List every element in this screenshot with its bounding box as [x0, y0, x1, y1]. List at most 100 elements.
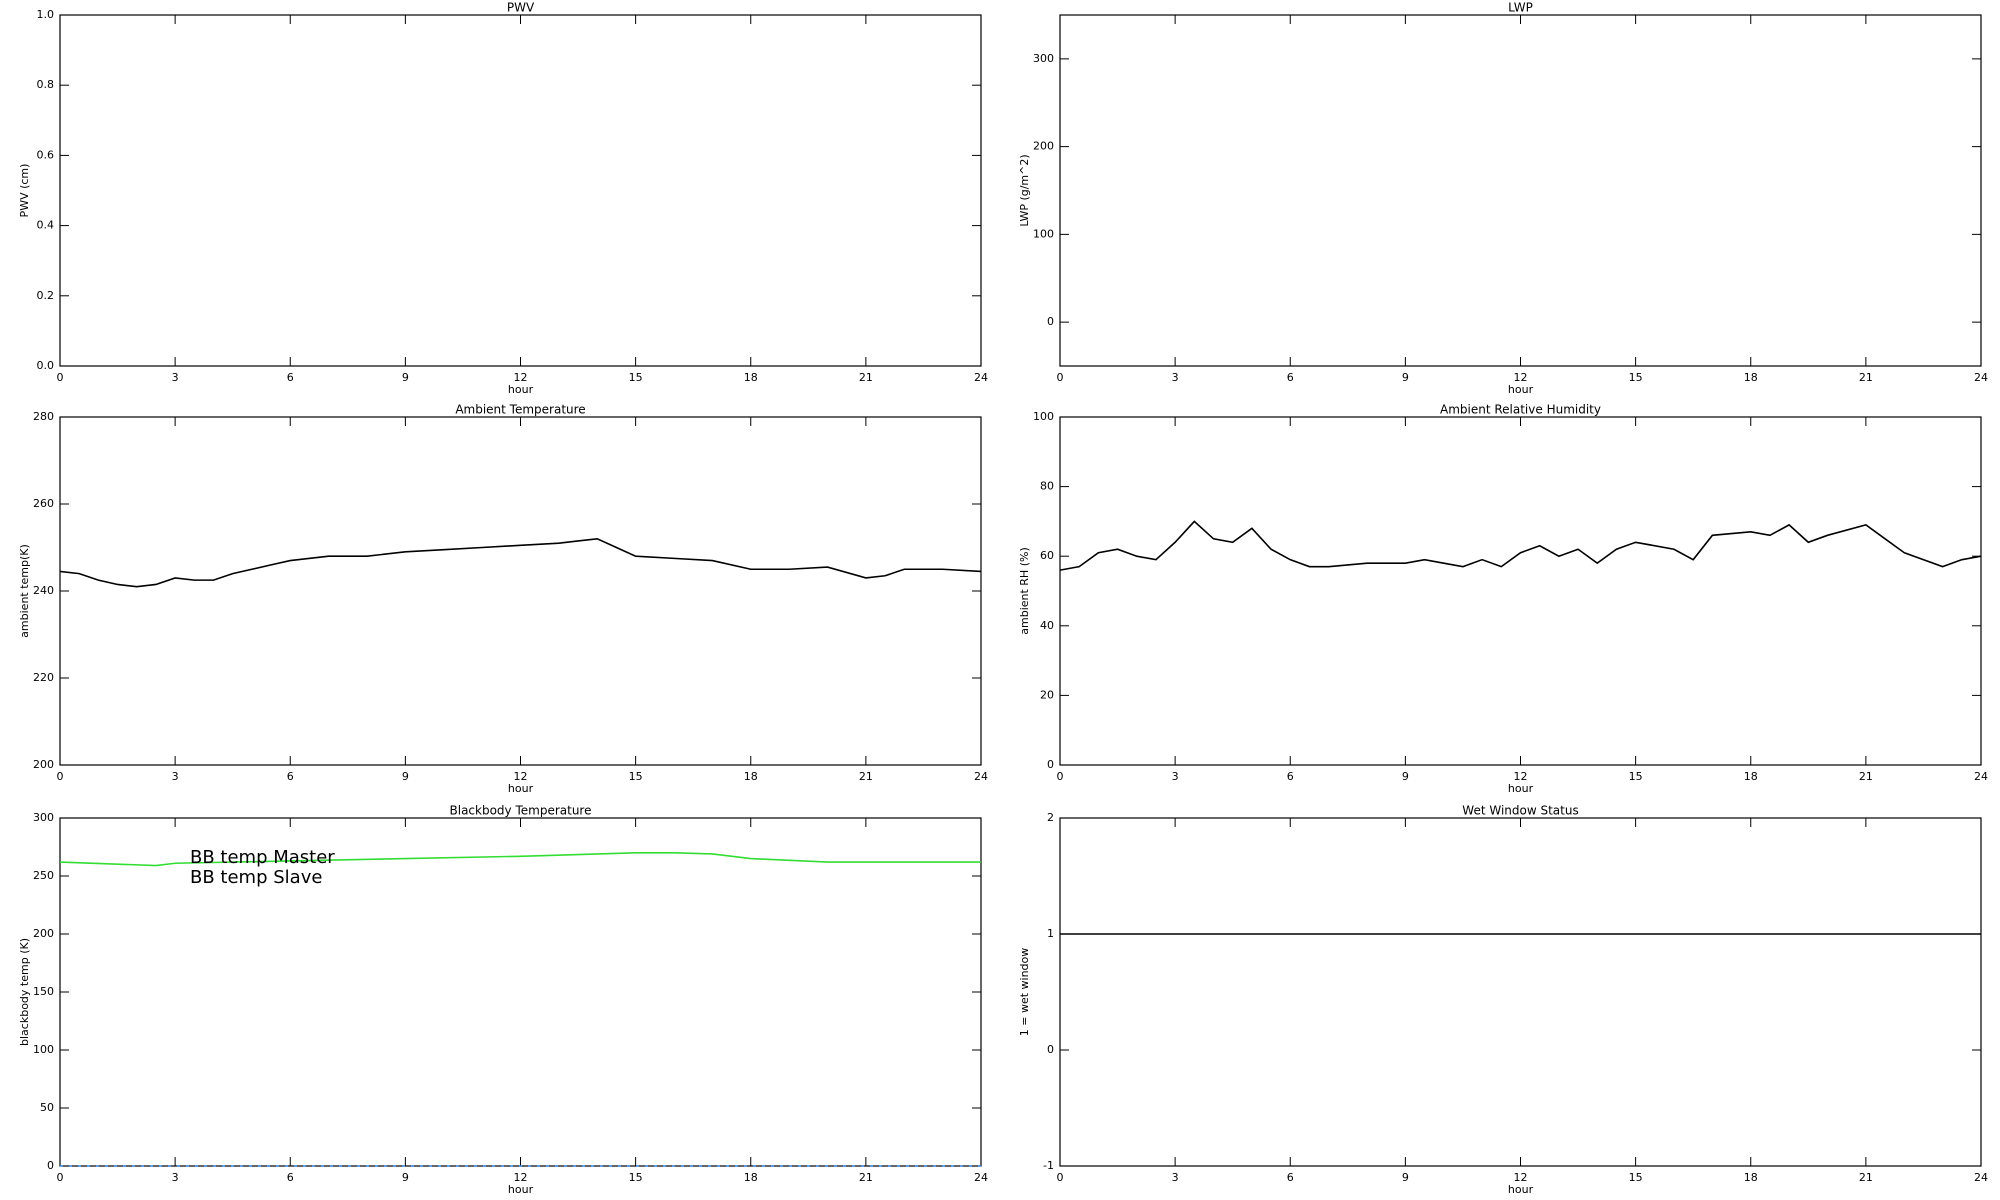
- x-tick-label: 12: [1514, 371, 1528, 384]
- chart-title: Blackbody Temperature: [450, 804, 592, 818]
- y-tick-label: 200: [33, 758, 54, 771]
- x-tick-label: 15: [1629, 770, 1643, 783]
- y-tick-label: 100: [1033, 410, 1054, 423]
- x-tick-label: 24: [1974, 770, 1988, 783]
- y-tick-label: 80: [1040, 480, 1054, 493]
- y-tick-label: 240: [33, 584, 54, 597]
- x-tick-label: 12: [1514, 770, 1528, 783]
- x-tick-label: 21: [859, 1171, 873, 1184]
- x-axis-label: hour: [1508, 383, 1534, 396]
- y-tick-label: 0.4: [37, 219, 55, 232]
- x-tick-label: 12: [1514, 1171, 1528, 1184]
- y-tick-label: 1.0: [37, 8, 55, 21]
- y-axis-label: PWV (cm): [18, 164, 31, 218]
- y-tick-label: 300: [1033, 52, 1054, 65]
- y-tick-label: 200: [33, 927, 54, 940]
- x-tick-label: 18: [744, 770, 758, 783]
- chart-title: Wet Window Status: [1462, 804, 1578, 818]
- plot-frame: [59, 416, 982, 766]
- x-tick-label: 9: [402, 1171, 409, 1184]
- x-tick-label: 3: [1172, 371, 1179, 384]
- x-tick-label: 15: [1629, 1171, 1643, 1184]
- x-tick-label: 12: [514, 770, 528, 783]
- chart-title: PWV: [507, 1, 535, 15]
- x-tick-label: 24: [1974, 1171, 1988, 1184]
- x-axis-label: hour: [508, 782, 534, 795]
- x-tick-label: 12: [514, 1171, 528, 1184]
- x-tick-label: 3: [1172, 1171, 1179, 1184]
- x-tick-label: 3: [172, 1171, 179, 1184]
- y-tick-label: 0.2: [37, 289, 55, 302]
- x-tick-label: 18: [1744, 1171, 1758, 1184]
- x-tick-label: 21: [859, 371, 873, 384]
- x-axis-label: hour: [508, 383, 534, 396]
- x-tick-label: 9: [1402, 770, 1409, 783]
- y-axis-label: LWP (g/m^2): [1018, 154, 1031, 226]
- x-tick-label: 0: [1057, 1171, 1064, 1184]
- chart-title: Ambient Relative Humidity: [1440, 403, 1601, 417]
- x-tick-label: 6: [1287, 1171, 1294, 1184]
- y-tick-label: 0.6: [37, 148, 55, 161]
- y-tick-label: 300: [33, 811, 54, 824]
- plot-frame: [1059, 14, 1982, 367]
- y-axis-label: 1 = wet window: [1018, 948, 1031, 1037]
- data-line: [1059, 520, 1982, 571]
- y-tick-label: 2: [1047, 811, 1054, 824]
- x-tick-label: 0: [1057, 371, 1064, 384]
- x-tick-label: 18: [744, 371, 758, 384]
- x-tick-label: 9: [402, 770, 409, 783]
- x-tick-label: 9: [1402, 1171, 1409, 1184]
- x-tick-label: 15: [629, 1171, 643, 1184]
- y-tick-label: 60: [1040, 549, 1054, 562]
- x-axis-label: hour: [1508, 782, 1534, 795]
- x-axis-label: hour: [508, 1183, 534, 1196]
- x-tick-label: 24: [974, 371, 988, 384]
- x-tick-label: 21: [859, 770, 873, 783]
- y-tick-label: 0: [1047, 315, 1054, 328]
- plot-frame: [59, 14, 982, 367]
- x-tick-label: 6: [287, 1171, 294, 1184]
- plot-frame: [1059, 416, 1982, 766]
- legend-entry: BB temp Master: [190, 847, 335, 868]
- x-tick-label: 12: [514, 371, 528, 384]
- x-tick-label: 6: [287, 770, 294, 783]
- x-tick-label: 21: [1859, 770, 1873, 783]
- x-tick-label: 6: [1287, 770, 1294, 783]
- y-axis-label: ambient RH (%): [1018, 547, 1031, 635]
- y-tick-label: 0: [47, 1159, 54, 1172]
- y-axis-label: blackbody temp (K): [18, 938, 31, 1046]
- chart-title: Ambient Temperature: [455, 403, 585, 417]
- y-tick-label: 260: [33, 497, 54, 510]
- x-tick-label: 3: [172, 371, 179, 384]
- x-axis-label: hour: [1508, 1183, 1534, 1196]
- x-tick-label: 18: [1744, 770, 1758, 783]
- y-tick-label: 280: [33, 410, 54, 423]
- x-tick-label: 0: [57, 1171, 64, 1184]
- y-tick-label: 0: [1047, 1043, 1054, 1056]
- y-tick-label: -1: [1043, 1159, 1054, 1172]
- x-tick-label: 3: [1172, 770, 1179, 783]
- x-tick-label: 18: [1744, 371, 1758, 384]
- x-tick-label: 6: [287, 371, 294, 384]
- x-tick-label: 24: [974, 770, 988, 783]
- x-tick-label: 3: [172, 770, 179, 783]
- x-tick-label: 6: [1287, 371, 1294, 384]
- y-tick-label: 150: [33, 985, 54, 998]
- y-tick-label: 20: [1040, 688, 1054, 701]
- x-tick-label: 9: [402, 371, 409, 384]
- chart-title: LWP: [1508, 1, 1533, 15]
- y-tick-label: 220: [33, 671, 54, 684]
- legend-entry: BB temp Slave: [190, 867, 322, 888]
- x-tick-label: 0: [57, 770, 64, 783]
- y-tick-label: 0: [1047, 758, 1054, 771]
- x-tick-label: 15: [1629, 371, 1643, 384]
- y-tick-label: 200: [1033, 140, 1054, 153]
- y-tick-label: 40: [1040, 619, 1054, 632]
- y-tick-label: 0.0: [37, 359, 55, 372]
- y-tick-label: 100: [1033, 227, 1054, 240]
- x-tick-label: 21: [1859, 371, 1873, 384]
- x-tick-label: 0: [1057, 770, 1064, 783]
- y-axis-label: ambient temp(K): [18, 544, 31, 638]
- x-tick-label: 0: [57, 371, 64, 384]
